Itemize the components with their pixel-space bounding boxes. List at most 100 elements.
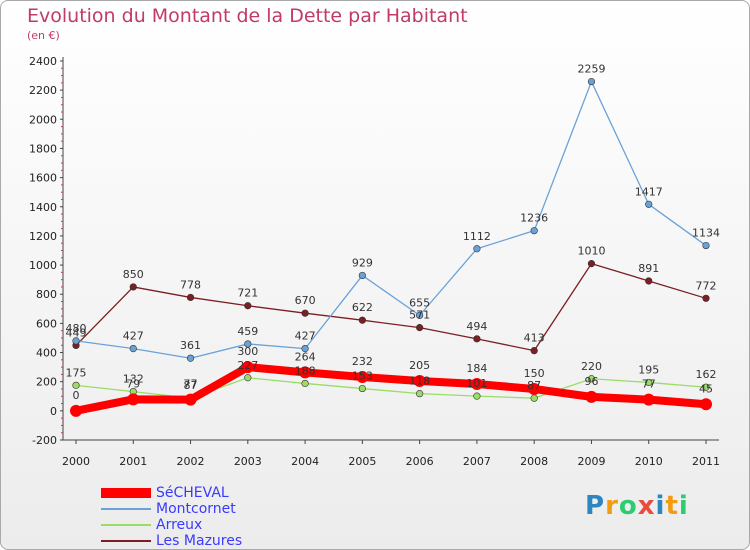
- x-tick-label: 2001: [119, 455, 147, 468]
- data-label: 778: [180, 278, 201, 291]
- data-point: [587, 77, 596, 86]
- data-label: 77: [642, 378, 656, 391]
- y-tick-label: 0: [50, 405, 57, 418]
- x-tick-label: 2002: [177, 455, 205, 468]
- data-labels-layer: 4498507787216706225714944131010891772480…: [66, 63, 721, 402]
- data-label: 1112: [463, 230, 491, 243]
- legend-label: Arreux: [156, 517, 203, 533]
- data-label: 96: [584, 375, 598, 388]
- data-label: 188: [295, 364, 316, 377]
- data-point: [416, 324, 424, 332]
- data-point: [642, 393, 655, 406]
- data-point: [473, 335, 481, 343]
- data-point: [301, 309, 309, 317]
- data-point: [241, 361, 254, 374]
- y-tick-label: 1400: [29, 201, 57, 214]
- x-tick-label: 2000: [62, 455, 90, 468]
- data-label: 162: [696, 368, 717, 381]
- data-label: 0: [73, 389, 80, 402]
- data-point: [702, 383, 710, 391]
- data-label: 79: [126, 377, 140, 390]
- data-label: 118: [409, 375, 430, 388]
- data-point: [129, 345, 137, 353]
- y-tick-label: 2200: [29, 84, 57, 97]
- data-point: [702, 241, 710, 250]
- x-tick-label: 2005: [348, 455, 376, 468]
- data-label: 2259: [577, 63, 605, 76]
- data-label: 459: [237, 325, 258, 338]
- logo-letter: o: [618, 491, 638, 521]
- data-label: 929: [352, 256, 373, 269]
- y-tick-label: 800: [36, 288, 57, 301]
- data-label: 427: [123, 330, 144, 343]
- logo-letter: i: [655, 491, 666, 521]
- data-point: [470, 378, 483, 391]
- data-label: 175: [66, 366, 87, 379]
- series-line-3: [75, 262, 707, 352]
- data-label: 427: [295, 330, 316, 343]
- x-tick-label: 2003: [234, 455, 262, 468]
- data-point: [416, 390, 424, 398]
- data-label: 87: [184, 379, 198, 392]
- data-point: [587, 375, 596, 383]
- legend-label: SéCHEVAL: [156, 485, 229, 501]
- data-label: 101: [466, 377, 487, 390]
- x-tick-label: 2010: [635, 455, 663, 468]
- proxiti-logo: Proxiti: [585, 491, 689, 521]
- legend-swatch: [101, 524, 151, 526]
- series-layer: [70, 77, 712, 417]
- logo-letter: i: [678, 491, 689, 521]
- y-tick-label: 400: [36, 347, 57, 360]
- data-label: 1010: [577, 245, 605, 258]
- data-label: 184: [466, 362, 487, 375]
- legend-label: Les Mazures: [156, 533, 243, 549]
- data-label: 571: [409, 309, 430, 322]
- data-point: [299, 366, 312, 379]
- series-line-0: [72, 363, 710, 415]
- data-label: 449: [66, 326, 87, 339]
- data-label: 413: [524, 332, 545, 345]
- data-point: [530, 394, 538, 402]
- legend-swatch: [101, 540, 151, 542]
- data-label: 1236: [520, 212, 548, 225]
- data-label: 655: [409, 296, 430, 309]
- y-tick-label: 600: [36, 317, 57, 330]
- data-label: 195: [638, 363, 659, 376]
- data-label: 77: [184, 378, 198, 391]
- y-tick-label: 200: [36, 376, 57, 389]
- y-tick-label: 1200: [29, 230, 57, 243]
- y-tick-label: 1000: [29, 259, 57, 272]
- x-tick-label: 2004: [291, 455, 319, 468]
- y-tick-label: -200: [32, 434, 57, 447]
- x-tick-label: 2011: [692, 455, 720, 468]
- data-label: 232: [352, 355, 373, 368]
- data-point: [416, 311, 424, 319]
- data-label: 150: [524, 367, 545, 380]
- legend-swatch: [101, 508, 151, 510]
- data-point: [301, 345, 309, 353]
- data-point: [530, 227, 538, 235]
- data-label: 1417: [635, 185, 663, 198]
- data-point: [702, 294, 710, 302]
- data-label: 891: [638, 262, 659, 275]
- legend-label: Montcornet: [156, 501, 236, 517]
- data-point: [358, 384, 366, 393]
- data-label: 87: [527, 379, 541, 392]
- data-label: 205: [409, 359, 430, 372]
- data-label: 622: [352, 301, 373, 314]
- data-point: [186, 354, 195, 362]
- data-point: [528, 382, 541, 395]
- chart-title: Evolution du Montant de la Dette par Hab…: [27, 5, 468, 27]
- data-point: [585, 390, 598, 403]
- logo-letter: r: [605, 491, 619, 521]
- data-point: [358, 316, 366, 324]
- data-point: [645, 378, 653, 387]
- x-tick-label: 2006: [406, 455, 434, 468]
- data-label: 850: [123, 268, 144, 281]
- data-label: 264: [295, 350, 316, 363]
- data-label: 45: [699, 382, 713, 395]
- logo-letter: t: [665, 491, 679, 521]
- data-point: [645, 277, 653, 285]
- data-point: [473, 245, 481, 253]
